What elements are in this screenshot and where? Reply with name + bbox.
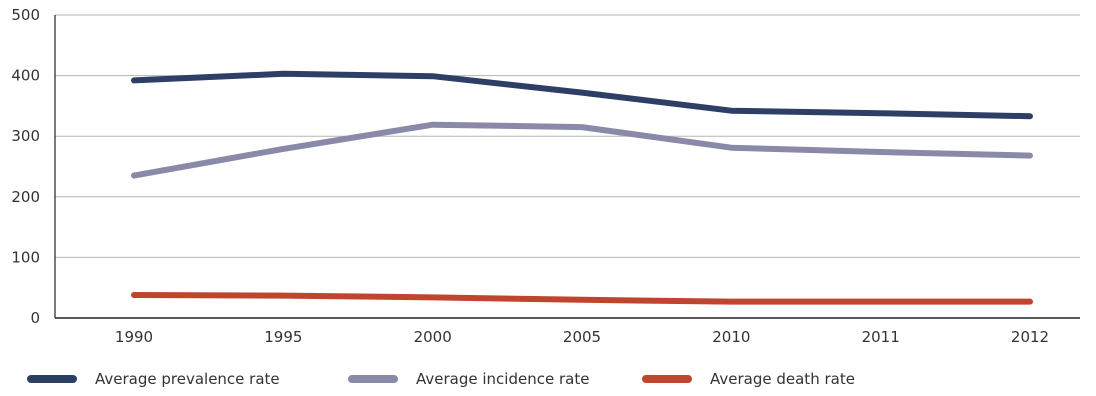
y-tick-label: 0 xyxy=(30,309,40,327)
legend-swatch xyxy=(348,375,398,383)
x-tick-label: 2011 xyxy=(862,328,900,346)
x-tick-label: 2012 xyxy=(1011,328,1049,346)
x-tick-label: 2000 xyxy=(414,328,452,346)
series-lines xyxy=(131,70,1033,305)
series-line-1 xyxy=(131,70,1033,120)
series-line-2 xyxy=(131,121,1033,179)
legend-label: Average death rate xyxy=(710,370,855,388)
x-tick-label: 1995 xyxy=(264,328,302,346)
series-line-3 xyxy=(131,292,1033,305)
legend-label: Average prevalence rate xyxy=(95,370,280,388)
legend-item: Average incidence rate xyxy=(348,366,589,392)
axes xyxy=(54,15,1080,319)
y-tick-label: 100 xyxy=(11,248,40,266)
y-tick-label: 500 xyxy=(11,6,40,24)
x-tick-label: 2010 xyxy=(712,328,750,346)
legend: Average prevalence rate Average incidence… xyxy=(0,366,1096,392)
legend-label: Average incidence rate xyxy=(416,370,590,388)
x-tick-labels: 1990 1995 2000 2005 2010 2011 2012 xyxy=(115,328,1049,346)
legend-item: Average prevalence rate xyxy=(27,366,280,392)
legend-swatch xyxy=(27,375,77,383)
gridlines xyxy=(55,14,1080,258)
y-tick-labels: 0 100 200 300 400 500 xyxy=(11,6,40,327)
x-tick-label: 1990 xyxy=(115,328,153,346)
y-tick-label: 400 xyxy=(11,67,40,85)
x-tick-label: 2005 xyxy=(563,328,601,346)
legend-swatch xyxy=(642,375,692,383)
legend-item: Average death rate xyxy=(642,366,855,392)
y-tick-label: 300 xyxy=(11,127,40,145)
y-tick-label: 200 xyxy=(11,188,40,206)
